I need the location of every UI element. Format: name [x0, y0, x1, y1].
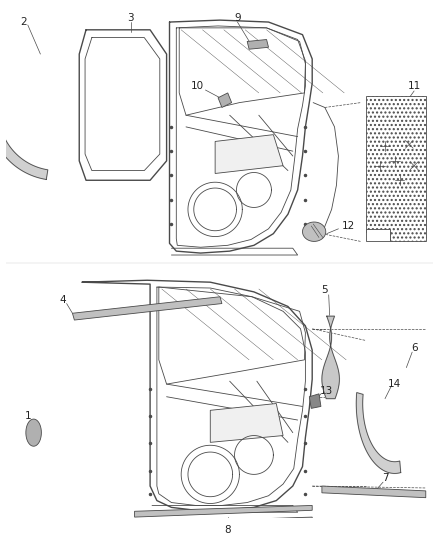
Polygon shape	[321, 486, 425, 498]
Text: 14: 14	[387, 379, 400, 389]
Polygon shape	[365, 229, 389, 241]
Text: 2: 2	[21, 17, 27, 27]
Polygon shape	[365, 96, 425, 241]
Polygon shape	[321, 316, 339, 399]
Text: 6: 6	[410, 343, 417, 353]
Text: 1: 1	[25, 411, 31, 421]
Text: 13: 13	[319, 386, 332, 396]
Text: 10: 10	[191, 81, 204, 91]
Polygon shape	[215, 135, 283, 173]
Polygon shape	[218, 93, 231, 108]
Polygon shape	[302, 222, 325, 241]
Text: 7: 7	[381, 473, 388, 483]
Text: 9: 9	[233, 13, 240, 23]
Polygon shape	[247, 39, 268, 49]
Polygon shape	[72, 297, 222, 320]
Text: 3: 3	[127, 13, 134, 23]
Polygon shape	[356, 393, 400, 473]
Text: 12: 12	[341, 221, 354, 231]
Polygon shape	[0, 87, 48, 180]
Text: 5: 5	[321, 285, 327, 295]
Text: 8: 8	[224, 524, 230, 533]
Polygon shape	[309, 394, 320, 408]
Text: 4: 4	[59, 295, 66, 305]
Polygon shape	[26, 419, 41, 446]
Text: 11: 11	[406, 81, 420, 91]
Polygon shape	[134, 505, 311, 517]
Polygon shape	[134, 517, 311, 530]
Polygon shape	[210, 403, 283, 442]
